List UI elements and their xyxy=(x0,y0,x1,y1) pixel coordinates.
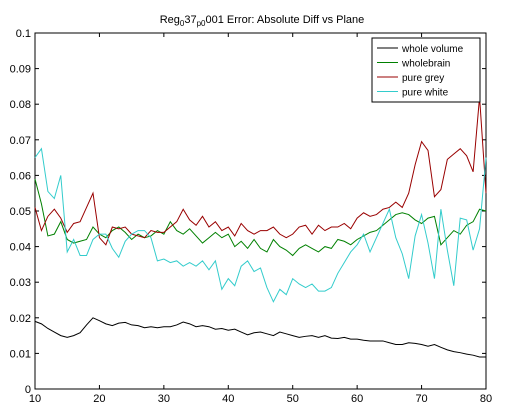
x-tick-label: 50 xyxy=(287,393,299,405)
x-tick-label: 70 xyxy=(415,393,427,405)
chart-title: Reg037p0001 Error: Absolute Diff vs Plan… xyxy=(160,14,365,28)
y-tick-label: 0.03 xyxy=(10,277,31,289)
y-tick-label: 0.05 xyxy=(10,206,31,218)
y-tick-label: 0.1 xyxy=(16,28,31,40)
y-tick-label: 0.07 xyxy=(10,135,31,147)
x-tick-label: 10 xyxy=(29,393,41,405)
title-part: 001 Error: Absolute Diff vs Plane xyxy=(206,14,365,26)
y-tick-label: 0.06 xyxy=(10,170,31,182)
title-part: 37 xyxy=(184,14,196,26)
y-tick-label: 0.04 xyxy=(10,242,31,254)
series-group xyxy=(34,97,487,358)
series-line-whole-volume xyxy=(34,317,486,358)
legend-label: pure white xyxy=(402,88,449,99)
legend-label: pure grey xyxy=(402,73,444,84)
title-part: p0 xyxy=(197,19,206,28)
legend-label: whole volume xyxy=(401,44,464,55)
series-line-pure-grey xyxy=(34,97,487,246)
x-tick-label: 30 xyxy=(158,393,170,405)
x-tick-label: 60 xyxy=(351,393,363,405)
title-part: Reg xyxy=(160,14,180,26)
title-part: 0 xyxy=(180,19,185,28)
legend-label: wholebrain xyxy=(401,59,450,70)
x-tick-label: 80 xyxy=(480,393,492,405)
x-tick-label: 20 xyxy=(93,393,105,405)
y-tick-label: 0.09 xyxy=(10,64,31,76)
y-tick-label: 0.08 xyxy=(10,99,31,111)
y-tick-label: 0.01 xyxy=(10,348,31,360)
y-tick-label: 0.02 xyxy=(10,313,31,325)
axis-ticks: 10 20 30 40 50 60 70 80 0 0.01 0.02 0.03 0.04 0.05 0.0… xyxy=(10,28,493,405)
legend: whole volume wholebrain pure grey pure whit… xyxy=(371,37,481,103)
series-line-pure-white xyxy=(34,147,487,303)
x-tick-label: 40 xyxy=(222,393,234,405)
y-tick-label: 0 xyxy=(25,384,31,396)
